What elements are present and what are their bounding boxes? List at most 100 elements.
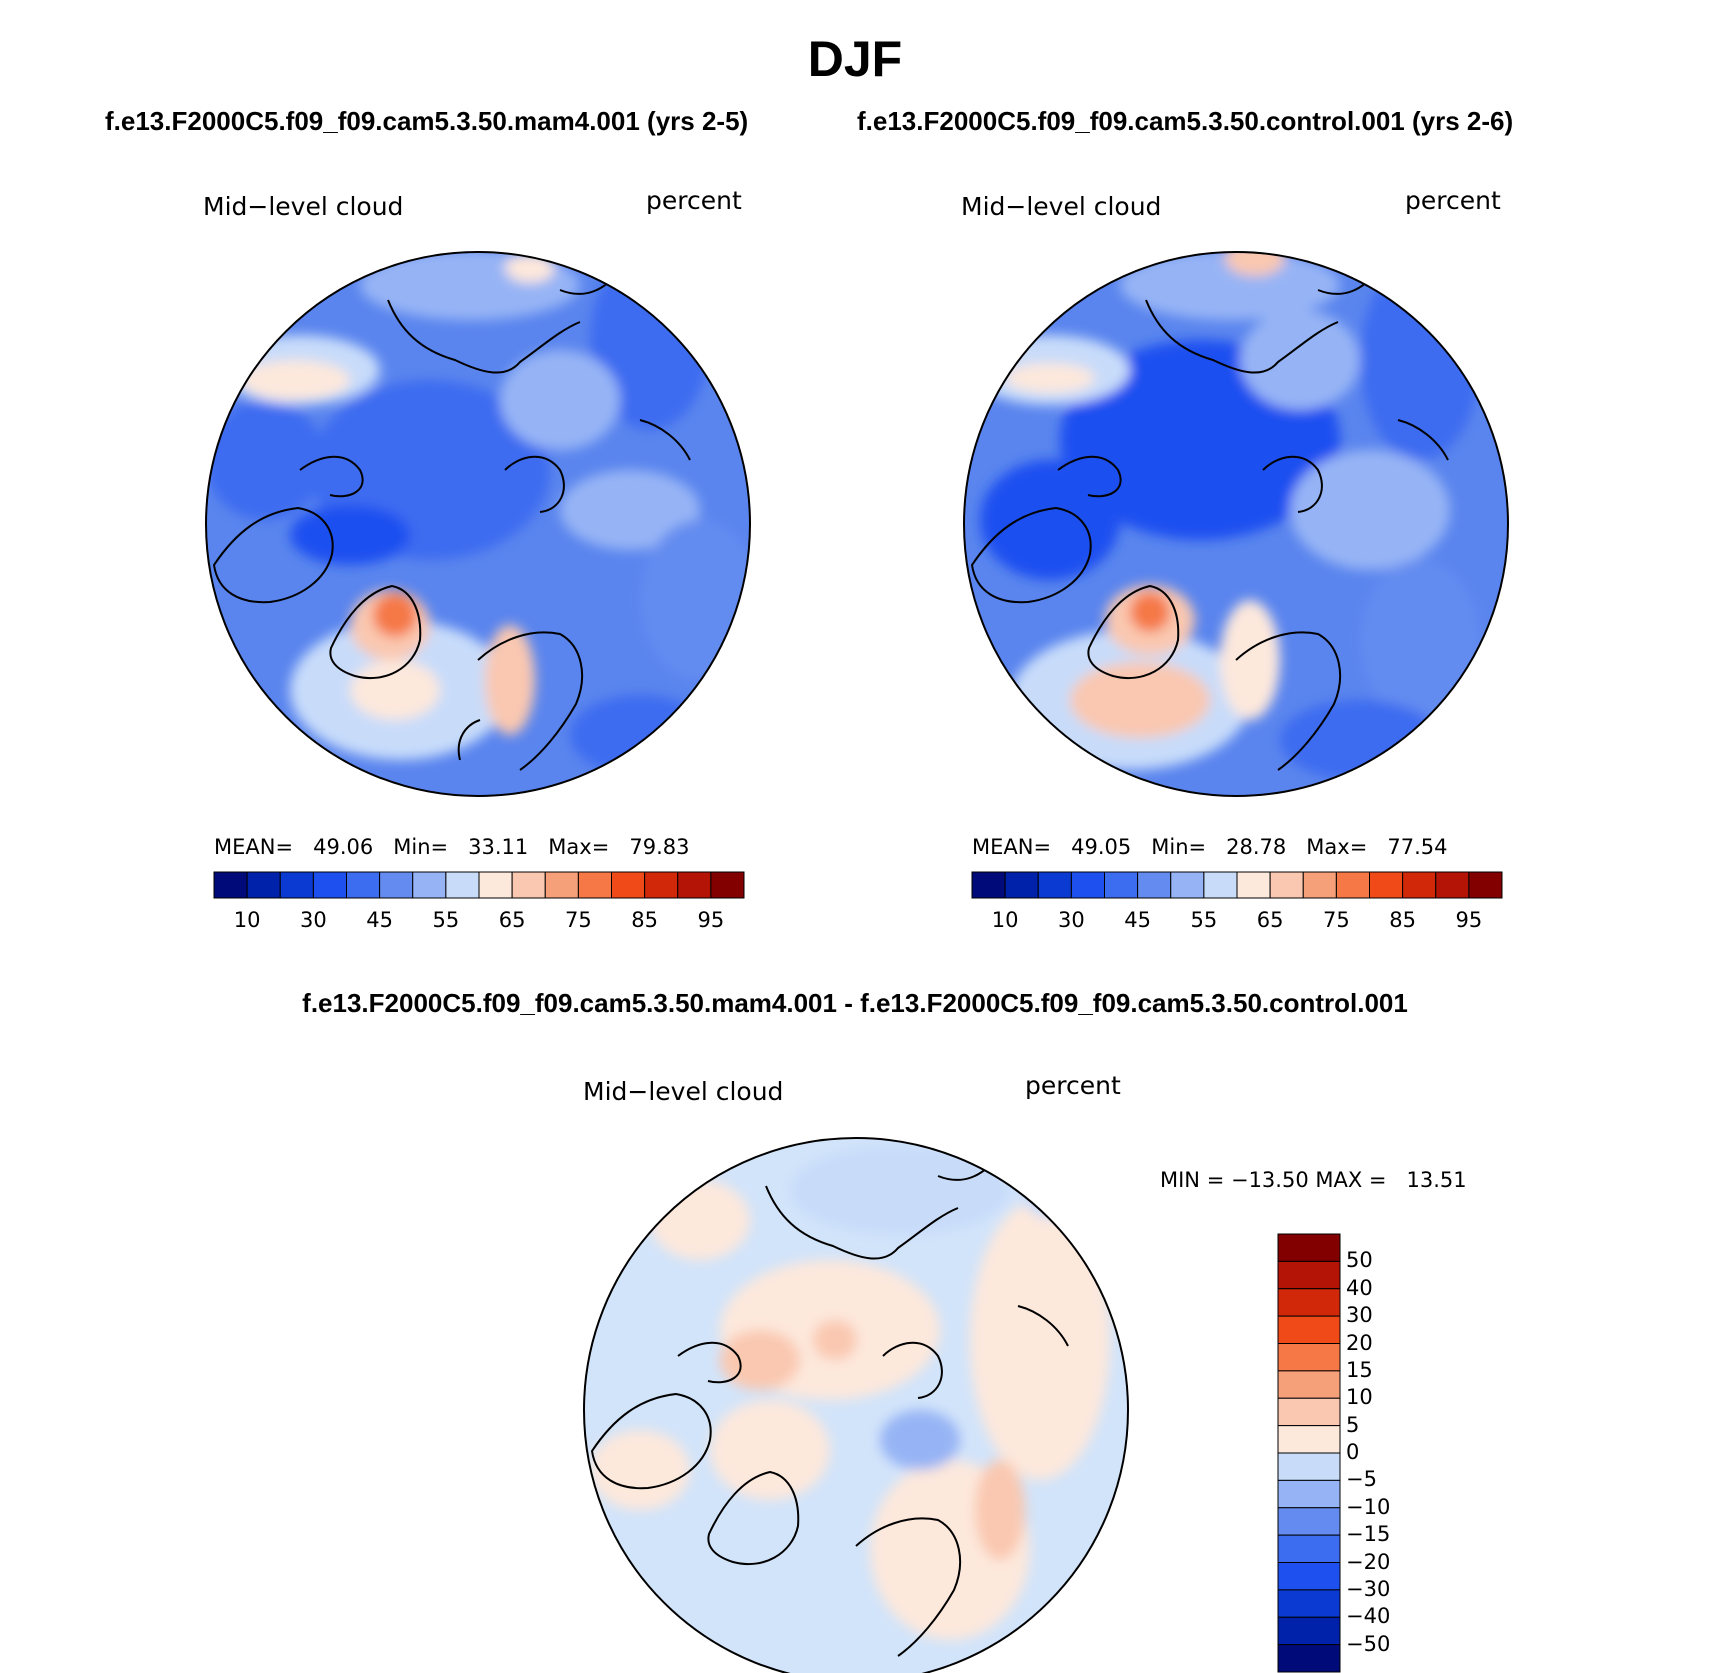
panel2-colorbar-tick-label: 65 (1256, 908, 1284, 932)
panel2-coastlines (970, 269, 1449, 771)
panel2-colorbar-tick-label: 30 (1058, 908, 1085, 932)
diff-colorbar-box (1277, 1397, 1341, 1427)
panel2-colorbar-box (1070, 871, 1105, 899)
panel1-map (206, 252, 750, 796)
diff-colorbar-box (1277, 1644, 1341, 1673)
panel2-colorbar-box (1104, 871, 1139, 899)
panel1-map-border (205, 251, 751, 797)
diff-colorbar-tick-label: −50 (1346, 1631, 1391, 1656)
panel1-colorbar-box (379, 871, 414, 899)
panel2-colorbar-box (1269, 871, 1304, 899)
diff-colorbar-box (1277, 1260, 1341, 1290)
panel1-units-label: percent (646, 186, 742, 215)
panel1-colorbar-box (511, 871, 546, 899)
panel2-variable-label: Mid−level cloud (961, 192, 1162, 221)
panel1-colorbar-box (644, 871, 679, 899)
diff-colorbar (1277, 1233, 1341, 1673)
diff-colorbar-box (1277, 1507, 1341, 1536)
diff-colorbar-box (1277, 1288, 1341, 1317)
panel2-units-label: percent (1405, 186, 1501, 215)
panel1-colorbar-box (412, 871, 447, 899)
panel1-colorbar-tick-label: 55 (432, 908, 460, 932)
diff-variable-label: Mid−level cloud (583, 1077, 784, 1106)
diff-colorbar-box (1277, 1370, 1341, 1399)
panel2-colorbar-tick-label: 10 (991, 908, 1019, 932)
panel2-colorbar-tick-label: 85 (1389, 908, 1416, 932)
panel2-stats: MEAN= 49.05 Min= 28.78 Max= 77.54 (972, 835, 1448, 859)
panel1-colorbar-box (312, 871, 347, 899)
diff-colorbar-box (1277, 1425, 1341, 1454)
diff-title: f.e13.F2000C5.f09_f09.cam5.3.50.mam4.001… (302, 988, 1408, 1018)
diff-colorbar-box (1277, 1343, 1341, 1372)
diff-minmax: MIN = −13.50 MAX = 13.51 (1160, 1168, 1467, 1192)
diff-colorbar-tick-label: −20 (1346, 1549, 1391, 1574)
diff-colorbar-tick-label: 15 (1346, 1357, 1373, 1382)
panel2-colorbar-tick-label: 75 (1323, 908, 1350, 932)
diff-colorbar-box (1277, 1616, 1341, 1646)
panel1-colorbar (213, 871, 745, 899)
diff-colorbar-tick-label: 40 (1346, 1275, 1373, 1300)
panel2-colorbar-box (1369, 871, 1404, 899)
diff-colorbar-tick-label: 50 (1346, 1248, 1373, 1273)
diff-colorbar-box (1277, 1562, 1341, 1591)
panel1-colorbar-tick-label: 75 (565, 908, 592, 932)
panel2-colorbar-box (1468, 871, 1503, 899)
panel2-colorbar-box (1137, 871, 1172, 899)
diff-colorbar-box (1277, 1315, 1341, 1344)
panel1-colorbar-box (710, 871, 745, 899)
diff-map-border (583, 1137, 1129, 1673)
panel2-colorbar-tick-label: 95 (1455, 908, 1483, 932)
diff-colorbar-box (1277, 1589, 1341, 1618)
diff-colorbar-tick-label: −5 (1346, 1467, 1377, 1492)
diff-units-label: percent (1025, 1071, 1121, 1100)
panel1-colorbar-box (445, 871, 480, 899)
panel2-map-border (963, 251, 1509, 797)
panel1-colorbar-tick-label: 95 (697, 908, 725, 932)
subtitle-right: f.e13.F2000C5.f09_f09.cam5.3.50.control.… (857, 106, 1514, 136)
panel1-colorbar-tick-label: 65 (498, 908, 526, 932)
diff-colorbar-box (1277, 1479, 1341, 1509)
panel1-colorbar-box (677, 871, 712, 899)
panel1-colorbar-box (544, 871, 579, 899)
diff-colorbar-tick-label: −40 (1346, 1604, 1391, 1629)
panel1-colorbar-tick-label: 10 (233, 908, 261, 932)
figure-title: DJF (807, 31, 903, 87)
panel2-colorbar-box (1170, 871, 1205, 899)
panel1-colorbar-box (346, 871, 381, 899)
panel1-colorbar-box (279, 871, 314, 899)
panel2-colorbar-tick-label: 55 (1190, 908, 1218, 932)
panel2-colorbar (971, 871, 1503, 899)
panel2-colorbar-box (1236, 871, 1271, 899)
panel2-colorbar-box (1302, 871, 1337, 899)
panel2-colorbar-box (1335, 871, 1370, 899)
diff-colorbar-tick-label: 5 (1346, 1412, 1360, 1437)
diff-colorbar-tick-label: −30 (1346, 1576, 1391, 1601)
panel1-stats: MEAN= 49.06 Min= 33.11 Max= 79.83 (214, 835, 690, 859)
diff-colorbar-box (1277, 1534, 1341, 1563)
panel1-colorbar-box (478, 871, 513, 899)
panel1-colorbar-tick-label: 30 (300, 908, 327, 932)
diff-colorbar-box (1277, 1233, 1341, 1262)
diff-colorbar-tick-label: 10 (1346, 1385, 1373, 1410)
subtitle-left: f.e13.F2000C5.f09_f09.cam5.3.50.mam4.001… (105, 106, 749, 136)
panel1-colorbar-box (577, 871, 612, 899)
panel2-colorbar-box (1203, 871, 1238, 899)
panel2-colorbar-tick-label: 45 (1124, 908, 1151, 932)
panel1-colorbar-tick-label: 45 (366, 908, 393, 932)
panel2-map (964, 252, 1508, 796)
diff-coastlines (590, 1155, 1069, 1657)
panel2-colorbar-box (1037, 871, 1072, 899)
panel1-colorbar-box (246, 871, 281, 899)
diff-map (584, 1138, 1128, 1673)
diff-colorbar-tick-label: −10 (1346, 1494, 1391, 1519)
panel2-colorbar-box (1435, 871, 1470, 899)
panel2-colorbar-box (971, 871, 1006, 899)
panel2-colorbar-box (1402, 871, 1437, 899)
panel1-variable-label: Mid−level cloud (203, 192, 404, 221)
diff-colorbar-tick-label: −15 (1346, 1522, 1391, 1547)
diff-colorbar-tick-label: 30 (1346, 1303, 1373, 1328)
diff-colorbar-tick-label: 20 (1346, 1330, 1373, 1355)
panel2-colorbar-box (1004, 871, 1039, 899)
diff-colorbar-tick-label: 0 (1346, 1440, 1360, 1464)
